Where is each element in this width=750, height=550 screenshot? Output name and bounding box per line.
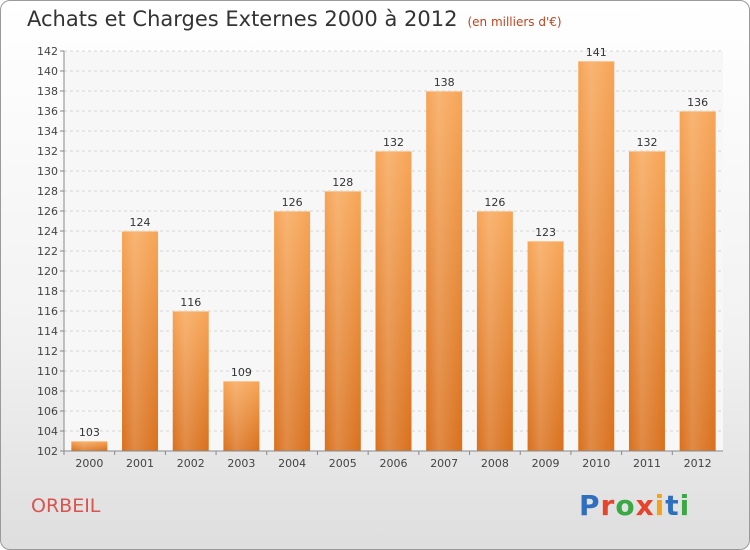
- value-label: 126: [484, 196, 505, 209]
- value-label: 128: [332, 176, 353, 189]
- y-tick-label: 122: [37, 245, 58, 258]
- x-tick-label: 2005: [329, 457, 357, 470]
- x-tick-label: 2000: [75, 457, 103, 470]
- y-tick-label: 140: [37, 65, 58, 78]
- x-tick-label: 2007: [430, 457, 458, 470]
- x-tick-label: 2006: [380, 457, 408, 470]
- value-label: 103: [79, 426, 100, 439]
- bar-shine: [679, 111, 716, 451]
- y-tick-label: 136: [37, 105, 58, 118]
- y-tick-label: 112: [37, 345, 58, 358]
- x-tick-label: 2009: [532, 457, 560, 470]
- value-label: 141: [586, 46, 607, 59]
- y-tick-label: 114: [37, 325, 58, 338]
- y-tick-label: 142: [37, 45, 58, 58]
- y-tick-label: 138: [37, 85, 58, 98]
- bar-shine: [527, 241, 564, 451]
- value-label: 109: [231, 366, 252, 379]
- bar-shine: [628, 151, 665, 451]
- y-tick-label: 120: [37, 265, 58, 278]
- title-text: Achats et Charges Externes 2000 à 2012: [27, 7, 458, 31]
- bar-shine: [578, 61, 615, 451]
- y-tick-label: 110: [37, 365, 58, 378]
- value-label: 132: [636, 136, 657, 149]
- y-tick-label: 104: [37, 425, 58, 438]
- bar-shine: [223, 381, 260, 451]
- axes-group: [60, 50, 723, 455]
- y-tick-label: 134: [37, 125, 58, 138]
- logo-letter: t: [665, 489, 680, 522]
- y-tick-label: 102: [37, 445, 58, 458]
- y-tick-label: 124: [37, 225, 58, 238]
- bar-shine: [172, 311, 209, 451]
- logo-letter: i: [679, 489, 691, 522]
- value-label: 124: [130, 216, 151, 229]
- bar-shine: [476, 211, 513, 451]
- bars-group: [71, 61, 716, 451]
- logo-letter: r: [600, 489, 616, 522]
- bar-shine: [274, 211, 311, 451]
- y-tick-label: 126: [37, 205, 58, 218]
- y-tick-label: 116: [37, 305, 58, 318]
- value-label: 136: [687, 96, 708, 109]
- y-tick-label: 132: [37, 145, 58, 158]
- value-label: 123: [535, 226, 556, 239]
- bar-shine: [426, 91, 463, 451]
- y-tick-label: 130: [37, 165, 58, 178]
- value-label: 116: [180, 296, 201, 309]
- logo-letter: o: [615, 489, 636, 522]
- bar-shine: [375, 151, 412, 451]
- bar-shine: [122, 231, 159, 451]
- bar-shine: [324, 191, 361, 451]
- logo-letter: P: [579, 489, 601, 522]
- y-tick-label: 108: [37, 385, 58, 398]
- labels-group: 102 104 106 108 110 112 114 116 118 120 122 124 126 1…: [37, 45, 712, 470]
- x-tick-label: 2011: [633, 457, 661, 470]
- chart-subtitle: (en milliers d'€): [467, 15, 562, 29]
- y-tick-label: 118: [37, 285, 58, 298]
- logo-letter: i: [654, 489, 666, 522]
- chart-title: Achats et Charges Externes 2000 à 2012 (e…: [27, 7, 562, 31]
- y-tick-label: 106: [37, 405, 58, 418]
- x-tick-label: 2004: [278, 457, 306, 470]
- value-label: 132: [383, 136, 404, 149]
- commune-name: ORBEIL: [31, 495, 101, 517]
- x-tick-label: 2002: [177, 457, 205, 470]
- x-tick-label: 2010: [582, 457, 610, 470]
- x-tick-label: 2008: [481, 457, 509, 470]
- bar-shine: [71, 441, 108, 451]
- value-label: 138: [434, 76, 455, 89]
- proxiti-logo: Proxiti: [579, 489, 690, 522]
- x-tick-label: 2003: [227, 457, 255, 470]
- value-label: 126: [282, 196, 303, 209]
- logo-letter: x: [635, 489, 655, 522]
- x-tick-label: 2012: [684, 457, 712, 470]
- y-tick-label: 128: [37, 185, 58, 198]
- x-tick-label: 2001: [126, 457, 154, 470]
